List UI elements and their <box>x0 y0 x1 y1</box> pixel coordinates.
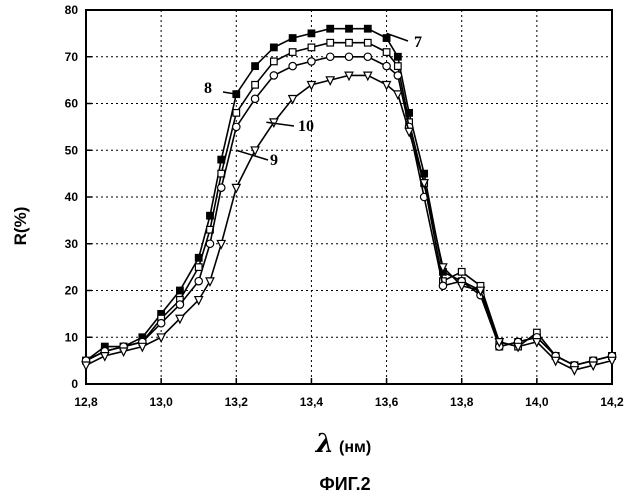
data-point-10 <box>233 123 240 130</box>
y-tick-label: 80 <box>65 3 79 17</box>
data-point-7 <box>289 35 296 42</box>
data-point-10 <box>383 62 390 69</box>
data-point-8 <box>395 63 402 70</box>
y-tick-label: 40 <box>65 190 79 204</box>
data-point-10 <box>308 58 315 65</box>
curve-label-10: 10 <box>298 118 314 135</box>
data-point-10 <box>345 53 352 60</box>
y-tick-label: 10 <box>65 330 79 344</box>
grid-lines <box>86 10 612 384</box>
x-axis-unit: (нм) <box>339 439 371 456</box>
curve-label-8: 8 <box>204 80 212 97</box>
data-point-10 <box>157 320 164 327</box>
data-point-8 <box>195 264 202 271</box>
data-point-10 <box>364 53 371 60</box>
data-point-7 <box>177 287 184 294</box>
curve-label-7: 7 <box>414 34 422 51</box>
x-tick-label: 12,8 <box>74 395 98 409</box>
data-point-8 <box>233 110 240 117</box>
figure-caption: ФИГ.2 <box>319 474 370 494</box>
leader-line <box>236 150 268 160</box>
y-axis-label: R(%) <box>11 207 30 246</box>
x-tick-label: 13,2 <box>225 395 249 409</box>
data-point-10 <box>251 95 258 102</box>
series-line-9 <box>86 75 612 370</box>
data-point-10 <box>195 277 202 284</box>
x-tick-label: 13,4 <box>300 395 324 409</box>
data-point-7 <box>252 63 259 70</box>
leader-line <box>266 122 294 126</box>
data-point-7 <box>383 35 390 42</box>
y-tick-label: 0 <box>71 377 78 391</box>
y-tick-label: 50 <box>65 143 79 157</box>
data-point-8 <box>289 49 296 56</box>
curve-label-9: 9 <box>270 152 278 169</box>
y-tick-label: 60 <box>65 97 79 111</box>
series-line-10 <box>86 57 612 366</box>
data-point-9 <box>308 82 316 90</box>
data-point-7 <box>364 25 371 32</box>
data-point-8 <box>252 82 259 89</box>
data-point-7 <box>271 44 278 51</box>
data-point-7 <box>308 30 315 37</box>
x-axis-symbol: λ <box>315 429 334 459</box>
data-point-8 <box>271 58 278 65</box>
data-point-9 <box>82 362 90 370</box>
data-point-8 <box>308 44 315 51</box>
x-tick-label: 14,0 <box>525 395 549 409</box>
y-tick-label: 70 <box>65 50 79 64</box>
data-point-9 <box>232 184 240 192</box>
data-point-8 <box>383 49 390 56</box>
y-tick-label: 20 <box>65 284 79 298</box>
data-point-10 <box>270 72 277 79</box>
plot-frame <box>86 10 612 384</box>
data-point-10 <box>439 282 446 289</box>
data-point-10 <box>206 240 213 247</box>
data-point-9 <box>217 240 225 248</box>
data-point-10 <box>176 301 183 308</box>
data-point-9 <box>383 82 391 90</box>
data-point-7 <box>346 25 353 32</box>
x-tick-label: 14,2 <box>600 395 624 409</box>
x-tick-label: 13,6 <box>375 395 399 409</box>
data-point-9 <box>251 147 259 155</box>
data-point-9 <box>571 367 579 375</box>
data-point-8 <box>458 269 465 276</box>
series-10 <box>82 53 615 369</box>
x-tick-label: 13,8 <box>450 395 474 409</box>
data-point-7 <box>395 53 402 60</box>
data-point-9 <box>394 91 402 99</box>
axis-ticks: 12,8 13,0 13,2 13,4 13,6 13,8 14,0 14,2 0 10 20 30 4… <box>65 3 624 409</box>
data-point-10 <box>218 184 225 191</box>
data-point-10 <box>289 62 296 69</box>
data-point-8 <box>327 39 334 46</box>
data-point-8 <box>346 39 353 46</box>
x-tick-label: 13,0 <box>149 395 173 409</box>
data-point-10 <box>327 53 334 60</box>
data-point-7 <box>327 25 334 32</box>
series-group <box>82 25 616 374</box>
data-point-10 <box>394 72 401 79</box>
data-point-8 <box>364 39 371 46</box>
y-tick-label: 30 <box>65 237 79 251</box>
